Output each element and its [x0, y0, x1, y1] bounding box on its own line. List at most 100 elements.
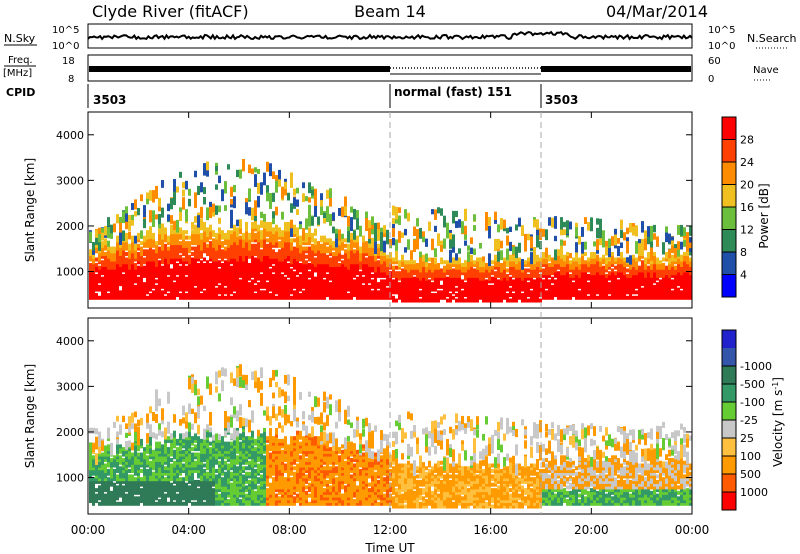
echo-cell — [269, 293, 272, 298]
echo-cell — [524, 262, 527, 267]
echo-cell — [530, 284, 533, 289]
echo-streak — [395, 206, 398, 220]
echo-cell — [368, 273, 371, 278]
echo-cell — [515, 295, 518, 300]
echo-streak — [293, 188, 296, 196]
echo-cell — [197, 276, 200, 281]
echo-cell — [452, 257, 455, 262]
echo-cell — [668, 290, 671, 295]
echo-cell — [479, 282, 482, 287]
echo-cell — [461, 262, 464, 267]
echo-cell — [536, 265, 539, 270]
echo-cell — [125, 284, 128, 289]
echo-streak — [122, 230, 125, 241]
echo-cell — [140, 252, 143, 257]
echo-cell — [563, 273, 566, 278]
echo-cell — [503, 268, 506, 273]
echo-cell — [569, 295, 572, 300]
echo-cell — [473, 298, 476, 303]
echo-cell — [623, 284, 626, 289]
echo-cell — [266, 282, 269, 287]
echo-cell — [122, 243, 125, 248]
echo-cell — [92, 463, 95, 468]
echo-cell — [200, 252, 203, 257]
echo-cell — [248, 241, 251, 246]
echo-cell — [221, 243, 224, 248]
echo-cell — [593, 257, 596, 262]
echo-cell — [260, 257, 263, 262]
echo-streak — [179, 171, 182, 178]
echo-cell — [218, 290, 221, 295]
echo-cell — [98, 471, 101, 476]
echo-cell — [524, 287, 527, 292]
echo-cell — [524, 282, 527, 287]
echo-cell — [137, 455, 140, 460]
echo-cell — [122, 290, 125, 295]
echo-cell — [302, 254, 305, 259]
echo-cell — [500, 262, 503, 267]
echo-cell — [197, 282, 200, 287]
echo-cell — [602, 293, 605, 298]
echo-cell — [287, 243, 290, 248]
echo-cell — [218, 241, 221, 246]
echo-cell — [617, 293, 620, 298]
echo-cell — [284, 246, 287, 251]
echo-cell — [677, 254, 680, 259]
echo-streak — [131, 203, 134, 210]
echo-cell — [479, 273, 482, 278]
echo-streak — [224, 205, 227, 211]
echo-cell — [629, 265, 632, 270]
echo-cell — [122, 273, 125, 278]
echo-streak — [308, 197, 311, 203]
echo-cell — [647, 260, 650, 265]
echo-cell — [347, 268, 350, 273]
echo-cell — [248, 268, 251, 273]
echo-cell — [236, 290, 239, 295]
echo-cell — [98, 479, 101, 484]
echo-cell — [521, 293, 524, 298]
echo-cell — [368, 246, 371, 251]
echo-cell — [428, 298, 431, 303]
echo-cell — [545, 282, 548, 287]
echo-cell — [194, 257, 197, 262]
echo-cell — [386, 257, 389, 262]
echo-cell — [479, 276, 482, 281]
echo-streak — [500, 250, 503, 261]
echo-cell — [536, 276, 539, 281]
echo-cell — [680, 284, 683, 289]
echo-cell — [284, 221, 287, 226]
echo-cell — [197, 243, 200, 248]
echo-cell — [119, 471, 122, 476]
echo-cell — [182, 287, 185, 292]
echo-cell — [650, 284, 653, 289]
echo-cell — [377, 260, 380, 265]
echo-cell — [488, 287, 491, 292]
echo-cell — [476, 262, 479, 267]
echo-cell — [542, 268, 545, 273]
echo-cell — [113, 271, 116, 276]
echo-cell — [149, 271, 152, 276]
echo-cell — [338, 241, 341, 246]
echo-cell — [152, 482, 155, 487]
echo-cell — [611, 276, 614, 281]
echo-cell — [257, 243, 260, 248]
echo-cell — [647, 293, 650, 298]
echo-cell — [257, 260, 260, 265]
echo-cell — [689, 282, 692, 287]
echo-cell — [110, 260, 113, 265]
echo-cell — [413, 271, 416, 276]
echo-cell — [182, 262, 185, 267]
echo-cell — [167, 246, 170, 251]
echo-streak — [143, 217, 146, 229]
echo-cell — [377, 293, 380, 298]
echo-cell — [215, 282, 218, 287]
echo-cell — [269, 221, 272, 226]
echo-streak — [425, 253, 428, 263]
echo-cell — [323, 284, 326, 289]
echo-cell — [182, 241, 185, 246]
echo-cell — [176, 284, 179, 289]
echo-cell — [203, 241, 206, 246]
echo-cell — [416, 268, 419, 273]
echo-cell — [146, 257, 149, 262]
echo-cell — [542, 252, 545, 257]
